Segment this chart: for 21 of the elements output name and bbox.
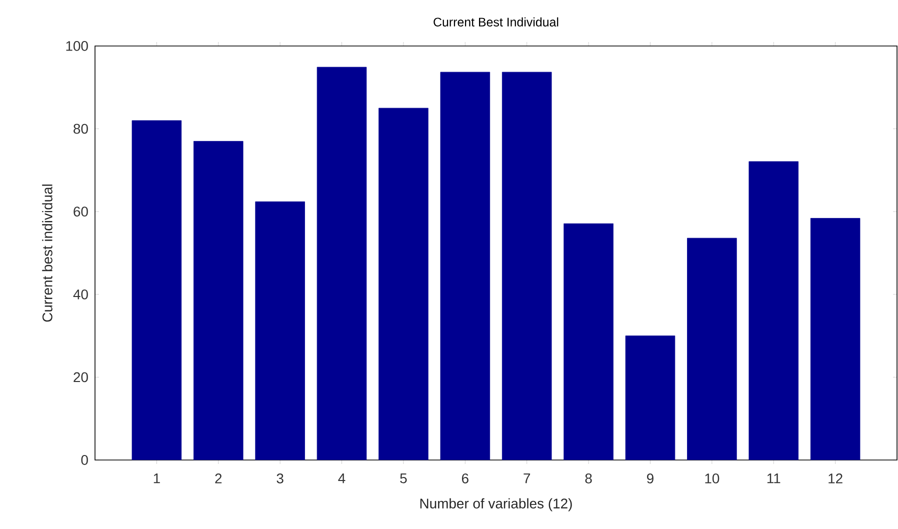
x-tick-label: 12	[828, 474, 842, 484]
y-tick-label: 20	[74, 372, 88, 382]
y-tick-label: 0	[81, 455, 88, 465]
x-tick-label: 2	[215, 474, 222, 484]
y-tick-label: 80	[74, 124, 88, 134]
x-tick-label: 10	[705, 474, 720, 484]
x-tick-label: 5	[400, 474, 407, 484]
x-tick-label: 7	[524, 474, 530, 484]
x-tick-label: 8	[585, 474, 592, 484]
chart-title: Current Best Individual	[434, 17, 558, 26]
x-tick-label: 1	[154, 474, 160, 484]
x-tick-label: 11	[767, 474, 780, 484]
x-tick-label: 4	[338, 474, 346, 484]
y-tick-label: 40	[73, 289, 88, 300]
x-tick-label: 3	[276, 474, 284, 484]
x-tick-label: 9	[647, 474, 654, 484]
x-tick-label: 6	[462, 474, 468, 484]
x-axis-title: Number of variables (12)	[420, 498, 572, 512]
y-tick-label: 60	[74, 206, 88, 217]
y-tick-label: 100	[66, 41, 88, 51]
y-axis-title: Current best individual	[42, 184, 52, 322]
